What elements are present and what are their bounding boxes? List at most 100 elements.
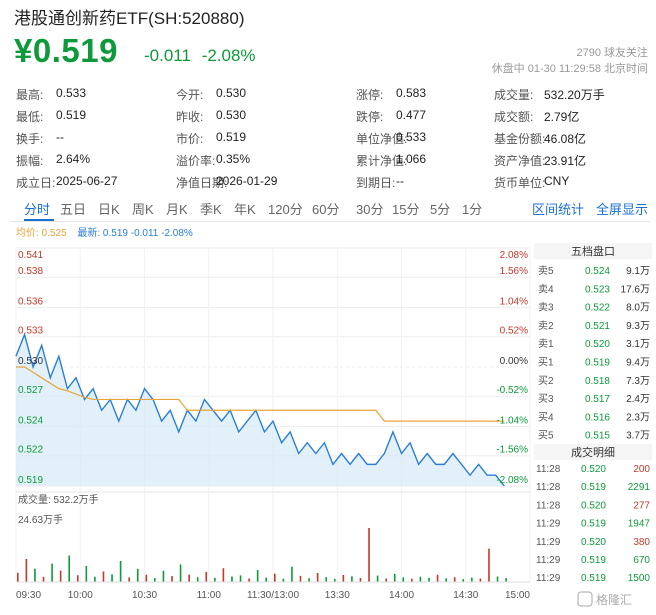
- volume-bar: [411, 578, 413, 582]
- price-tick-label: 0.522: [18, 445, 43, 456]
- period-tabs: 分时 五日 日K 周K 月K 季K 年K 120分 60分 30分 15分 5分 1分 区间统计 全屏显示: [10, 196, 650, 222]
- tab-10[interactable]: 15分: [392, 202, 420, 217]
- change-value: -0.011: [144, 46, 191, 65]
- trade-volume: 277: [633, 500, 650, 511]
- volume-bar: [205, 571, 208, 582]
- tab-11[interactable]: 5分: [430, 202, 451, 217]
- stat-value: CNY: [544, 174, 570, 188]
- volume-bar: [496, 576, 499, 582]
- volume-bar: [402, 577, 405, 582]
- volume-bar: [85, 565, 88, 582]
- trade-price: 0.519: [581, 482, 606, 493]
- volume-bar: [34, 568, 36, 582]
- order-book-label: 卖4: [538, 283, 554, 295]
- volume-bar: [393, 573, 396, 582]
- volume-bar: [196, 577, 199, 582]
- price-tick-label: 0.533: [18, 326, 43, 337]
- order-book-volume: 9.4万: [626, 358, 650, 369]
- order-book-volume: 2.4万: [626, 394, 650, 405]
- stat-value: 0.530: [216, 108, 247, 122]
- price-change: -0.011 -2.08%: [144, 46, 256, 66]
- time-tick-label: 10:00: [68, 590, 93, 601]
- trade-price: 0.520: [581, 537, 606, 548]
- tab-6[interactable]: 年K: [234, 202, 256, 217]
- volume-bar: [59, 570, 62, 582]
- volume-bar: [479, 578, 482, 582]
- price-tick-label: 0.519: [18, 475, 43, 486]
- pct-tick-label: 0.00%: [500, 356, 528, 367]
- volume-label: 成交量: 532.2万手: [18, 493, 99, 506]
- volume-bar: [291, 566, 293, 582]
- stat-value: 2.64%: [56, 152, 91, 166]
- volume-bar: [128, 577, 130, 582]
- volume-bar: [333, 578, 336, 582]
- market-status: 休盘中 01-30 11:29:58 北京时间: [491, 63, 648, 75]
- trade-volume: 2291: [628, 482, 651, 493]
- stat-label: 到期日:: [356, 176, 396, 190]
- stat-label: 成交量:: [494, 88, 534, 102]
- security-title: 港股通创新药ETF(SH:520880): [14, 9, 245, 28]
- volume-bar: [171, 576, 173, 582]
- tab-0[interactable]: 分时: [24, 202, 51, 217]
- trade-price: 0.519: [581, 573, 606, 584]
- pct-tick-label: 1.04%: [500, 297, 528, 308]
- stat-value: 0.519: [56, 108, 87, 122]
- stat-value: 46.08亿: [544, 132, 587, 146]
- tab-4[interactable]: 月K: [166, 202, 188, 217]
- tab-8[interactable]: 60分: [312, 202, 340, 217]
- trade-volume: 670: [633, 555, 650, 566]
- volume-bar: [299, 575, 302, 582]
- order-book-volume: 9.1万: [626, 266, 650, 277]
- stat-label: 振幅:: [16, 154, 44, 168]
- order-book-volume: 3.1万: [626, 339, 650, 350]
- trade-volume: 200: [633, 464, 650, 475]
- price-area: [16, 334, 505, 486]
- trade-time: 11:29: [536, 573, 561, 584]
- volume-bar: [471, 577, 473, 582]
- volume-bar: [385, 578, 387, 582]
- tab-9[interactable]: 30分: [356, 202, 384, 217]
- tab-12[interactable]: 1分: [462, 202, 483, 217]
- avg-price-legend: 均价: 0.525: [16, 228, 67, 239]
- order-book-label: 买5: [538, 430, 554, 442]
- stat-value: 23.91亿: [544, 154, 587, 168]
- order-book-price: 0.517: [585, 394, 610, 405]
- tab-1[interactable]: 五日: [60, 202, 87, 217]
- price-tick-label: 0.527: [18, 385, 43, 396]
- volume-bar: [462, 579, 465, 582]
- order-book-label: 买3: [538, 393, 554, 405]
- stat-label: 今开:: [176, 88, 204, 102]
- tab-2[interactable]: 日K: [98, 202, 120, 217]
- order-book-label: 卖1: [538, 338, 554, 350]
- trades-title: 成交明细: [571, 445, 615, 459]
- volume-bar: [376, 575, 379, 582]
- tab-5[interactable]: 季K: [200, 202, 222, 217]
- volume-bar: [94, 576, 96, 582]
- volume-bar: [214, 577, 216, 582]
- time-tick-label: 11:00: [197, 590, 222, 601]
- intraday-chart[interactable]: 0.541 0.538 0.536 0.533 0.530 0.527 0.524 0.522…: [0, 236, 656, 615]
- time-tick-label: 14:00: [389, 590, 414, 601]
- time-tick-label: 15:00: [505, 590, 530, 601]
- stat-label: 净值日期:: [176, 176, 228, 190]
- volume-bar: [68, 555, 70, 582]
- fullscreen-link[interactable]: 全屏显示: [596, 202, 649, 217]
- stat-value: 1.066: [396, 152, 427, 166]
- tab-7[interactable]: 120分: [268, 202, 303, 217]
- watermark-logo-icon: [577, 591, 593, 607]
- trade-time: 11:28: [536, 482, 561, 493]
- interval-stats-link[interactable]: 区间统计: [532, 202, 585, 217]
- followers-count[interactable]: 2790 球友关注: [576, 47, 648, 59]
- volume-bar: [162, 570, 165, 582]
- trade-volume: 380: [633, 537, 650, 548]
- pct-tick-label: 1.56%: [500, 266, 528, 277]
- volume-bar: [179, 564, 182, 582]
- tab-3[interactable]: 周K: [132, 202, 154, 217]
- order-book-price: 0.516: [585, 412, 610, 423]
- volume-bar: [351, 576, 353, 582]
- trade-volume: 1500: [628, 573, 651, 584]
- last-price: ¥0.519: [14, 32, 118, 69]
- volume-bar: [111, 574, 113, 582]
- latest-price-legend: 最新: 0.519 -0.011 -2.08%: [77, 228, 193, 239]
